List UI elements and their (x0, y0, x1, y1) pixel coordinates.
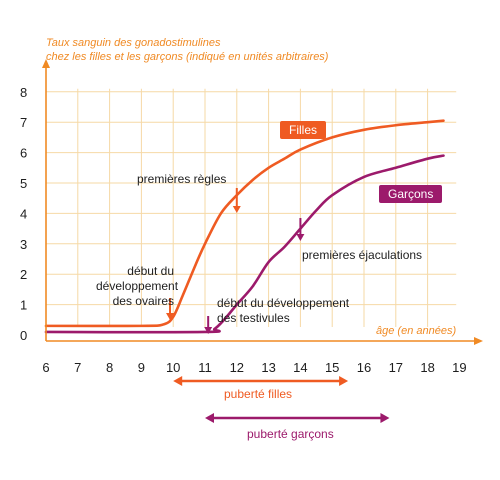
axis-title-line-1: Taux sanguin des gonadostimulines (46, 37, 221, 49)
series-line-filles (44, 119, 445, 328)
x-tick-label: 19 (452, 360, 466, 375)
x-tick-label: 14 (293, 360, 307, 375)
axes (42, 59, 483, 345)
arrow-debut-ovaires-head (166, 313, 175, 320)
x-tick-label: 18 (420, 360, 434, 375)
arrow-premieres-ejaculations-head (296, 234, 305, 241)
x-axis-label: âge (en années) (376, 325, 457, 337)
annotation-premieres-regles: premières règles (137, 172, 226, 187)
span-filles-head-right (339, 376, 349, 386)
puberty-spans (173, 376, 390, 423)
annotation-line: premières règles (137, 172, 227, 186)
x-tick-label: 8 (106, 360, 113, 375)
x-tick-label: 10 (166, 360, 180, 375)
annotation-line: développement (96, 279, 179, 293)
series-line-garcons (44, 154, 445, 334)
span-garcons-head-right (380, 413, 390, 423)
y-tick-label: 4 (20, 206, 27, 221)
x-tick-label: 9 (138, 360, 145, 375)
annotation-debut-testicules: début du développement des testivules (217, 296, 349, 326)
x-tick-label: 11 (198, 360, 212, 375)
axis-title: Taux sanguin des gonadostimulines chez l… (46, 36, 328, 64)
annotation-arrows (166, 188, 305, 334)
x-axis-arrowhead (474, 337, 483, 345)
x-tick-label: 12 (230, 360, 244, 375)
x-tick-label: 17 (389, 360, 403, 375)
y-tick-label: 5 (20, 176, 27, 191)
x-tick-label: 13 (261, 360, 275, 375)
x-tick-label: 6 (42, 360, 49, 375)
x-tick-label: 15 (325, 360, 339, 375)
annotation-line: début du développement (217, 296, 350, 310)
y-tick-label: 3 (20, 237, 27, 252)
legend-garcons: Garçons (379, 185, 443, 203)
annotation-line: des ovaires (112, 294, 174, 308)
legend-filles: Filles (280, 121, 327, 139)
annotation-premieres-ejaculations: premières éjaculations (302, 248, 422, 263)
annotation-line: des testivules (217, 311, 290, 325)
arrow-premieres-regles-head (232, 206, 241, 213)
span-label-filles: puberté filles (224, 387, 293, 401)
arrow-debut-testicules-head (204, 327, 213, 334)
x-tick-label: 7 (74, 360, 81, 375)
annotation-debut-ovaires: début du développement des ovaires (96, 264, 179, 309)
y-tick-label: 2 (20, 267, 27, 282)
y-tick-label: 7 (20, 115, 27, 130)
span-garcons-head-left (205, 413, 214, 423)
x-tick-label: 16 (357, 360, 371, 375)
span-label-garcons: puberté garçons (247, 427, 334, 441)
y-axis-arrowhead (42, 59, 50, 68)
y-tick-label: 6 (20, 146, 27, 161)
axis-title-line-2: chez les filles et les garçons (indiqué … (46, 51, 329, 63)
span-filles-head-left (173, 376, 183, 386)
y-tick-label: 8 (20, 85, 27, 100)
y-tick-label: 1 (20, 298, 27, 313)
series-group (44, 119, 445, 334)
annotation-line: premières éjaculations (302, 248, 423, 262)
annotation-line: début du (127, 264, 174, 278)
y-tick-label: 0 (20, 328, 27, 343)
